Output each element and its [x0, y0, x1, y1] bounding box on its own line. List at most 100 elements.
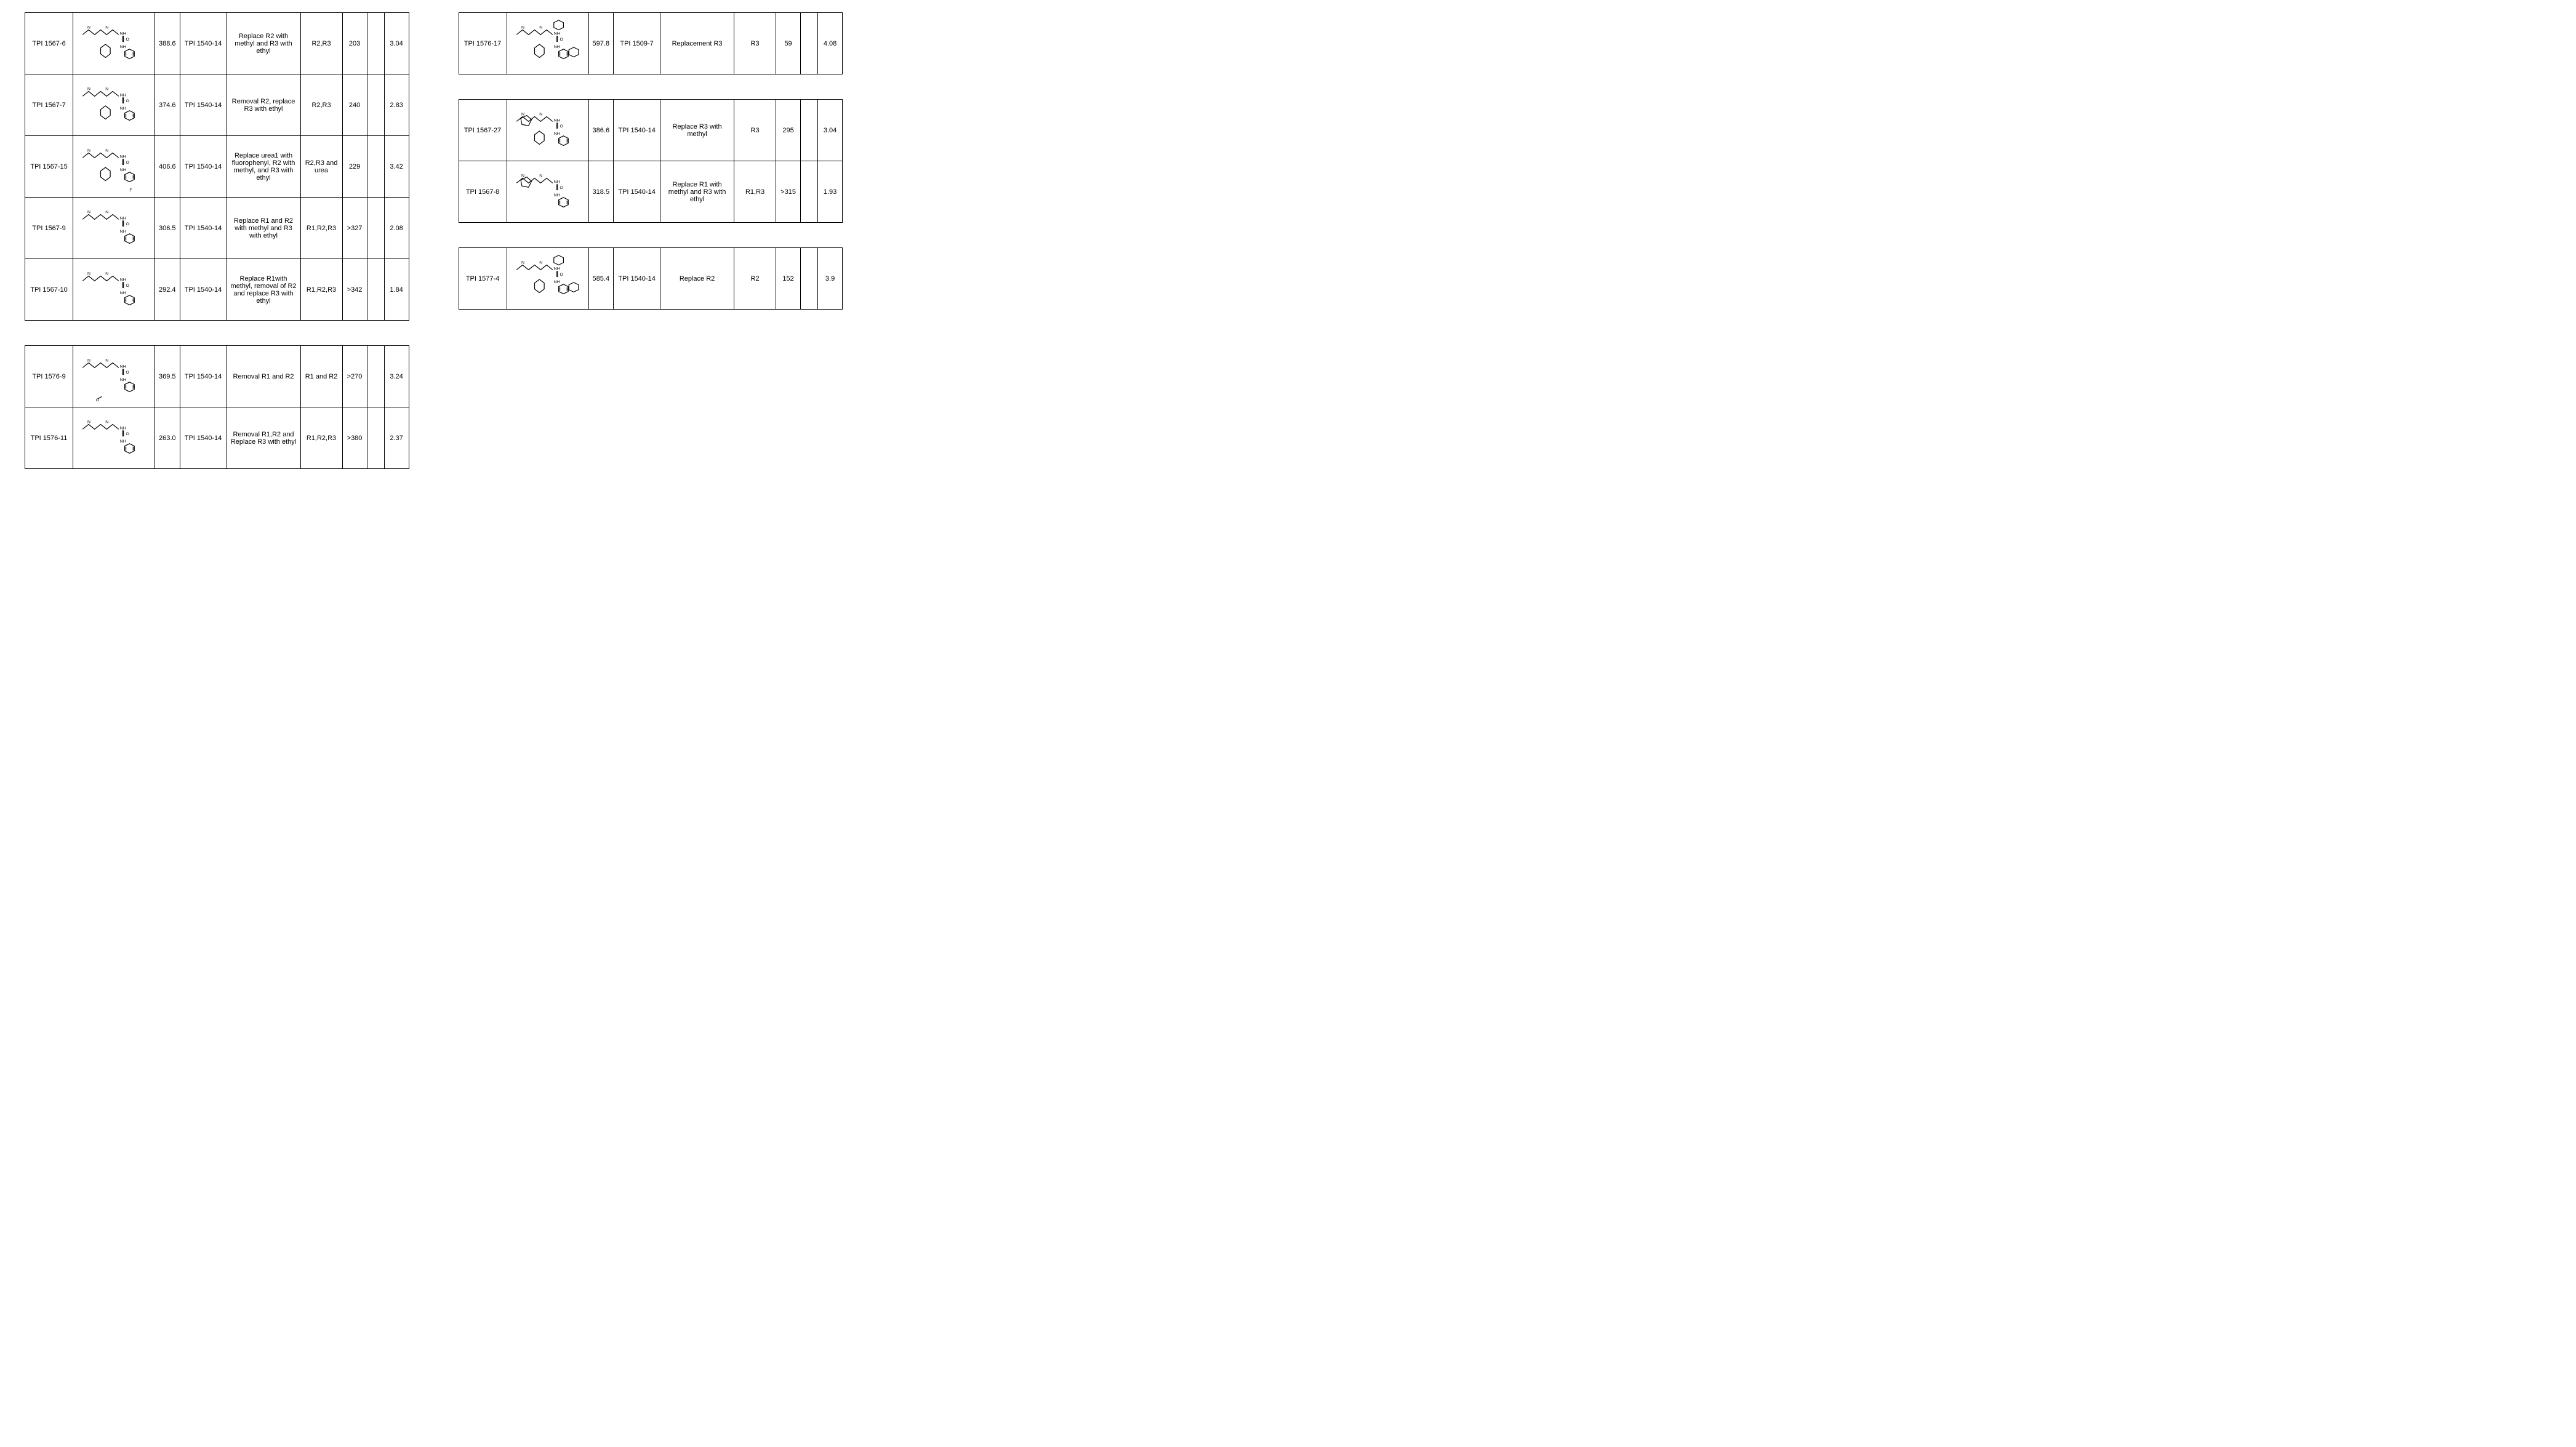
reference-id: TPI 1540-14 [180, 136, 227, 198]
table-left-0: TPI 1567-6 N N NH O NH 388.6TPI 1540-14R… [25, 12, 409, 321]
description: Replace R2 [660, 248, 734, 310]
table-right-2: TPI 1577-4 N N NH O NH 585.4TPI 1540-14R… [459, 247, 843, 310]
value-1: 152 [776, 248, 801, 310]
value-2: 3.24 [384, 346, 409, 407]
compound-id: TPI 1567-9 [25, 198, 73, 259]
molecular-weight: 597.8 [588, 13, 614, 74]
blank-cell [801, 248, 818, 310]
structure-icon: N N NH O NH [511, 103, 585, 158]
blank-cell [367, 407, 384, 469]
value-1: 203 [342, 13, 367, 74]
table-row: TPI 1576-11 N N NH O NH 263.0TPI 1540-14… [25, 407, 409, 469]
svg-text:NH: NH [120, 216, 126, 220]
svg-text:O: O [126, 371, 129, 375]
table-row: TPI 1577-4 N N NH O NH 585.4TPI 1540-14R… [459, 248, 843, 310]
value-2: 3.9 [818, 248, 843, 310]
reference-id: TPI 1540-14 [180, 13, 227, 74]
left-column: TPI 1567-6 N N NH O NH 388.6TPI 1540-14R… [25, 12, 409, 469]
value-2: 2.83 [384, 74, 409, 136]
svg-text:NH: NH [553, 118, 560, 122]
svg-text:NH: NH [553, 44, 560, 49]
structure-cell: N N NH O NH F [73, 136, 155, 198]
description: Replacement R3 [660, 13, 734, 74]
reference-id: TPI 1540-14 [614, 161, 660, 223]
svg-text:O: O [560, 38, 563, 42]
blank-cell [367, 13, 384, 74]
svg-text:N: N [87, 87, 90, 91]
reference-id: TPI 1540-14 [180, 346, 227, 407]
svg-text:O: O [560, 273, 563, 277]
structure-icon: N N NH O NH [511, 164, 585, 220]
svg-text:NH: NH [553, 180, 560, 184]
molecular-weight: 292.4 [155, 259, 180, 321]
svg-text:N: N [87, 210, 90, 214]
table-row: TPI 1576-17 N N NH O NH 597.8TPI 1509-7R… [459, 13, 843, 74]
svg-text:N: N [105, 271, 108, 276]
structure-cell: N N NH O NH [73, 407, 155, 469]
description: Replace R1 and R2 with methyl and R3 wit… [227, 198, 300, 259]
svg-text:N: N [87, 148, 90, 153]
svg-text:O: O [126, 284, 129, 288]
r-groups: R2 [734, 248, 776, 310]
svg-text:N: N [105, 25, 108, 30]
value-1: 229 [342, 136, 367, 198]
tbody: TPI 1576-9 N N NH O NH O 369.5TPI 1540-1… [25, 346, 409, 469]
page: TPI 1567-6 N N NH O NH 388.6TPI 1540-14R… [0, 0, 2576, 481]
svg-text:NH: NH [120, 229, 126, 233]
compound-id: TPI 1567-6 [25, 13, 73, 74]
value-2: 3.42 [384, 136, 409, 198]
svg-text:NH: NH [120, 31, 126, 36]
svg-text:O: O [126, 432, 129, 436]
svg-text:N: N [105, 210, 108, 214]
value-1: 59 [776, 13, 801, 74]
r-groups: R1,R2,R3 [300, 259, 342, 321]
svg-text:N: N [105, 87, 108, 91]
table-right-1: TPI 1567-27 N N NH O NH 386.6TPI 1540-14… [459, 99, 843, 223]
svg-text:N: N [87, 25, 90, 30]
molecular-weight: 369.5 [155, 346, 180, 407]
structure-cell: N N NH O NH [73, 13, 155, 74]
molecular-weight: 406.6 [155, 136, 180, 198]
svg-text:NH: NH [120, 167, 126, 172]
table-row: TPI 1567-27 N N NH O NH 386.6TPI 1540-14… [459, 100, 843, 161]
value-2: 3.04 [384, 13, 409, 74]
blank-cell [801, 13, 818, 74]
svg-text:N: N [87, 271, 90, 276]
svg-text:NH: NH [553, 279, 560, 284]
r-groups: R3 [734, 13, 776, 74]
structure-icon: N N NH O NH [77, 78, 151, 133]
svg-text:N: N [521, 174, 524, 178]
value-2: 3.04 [818, 100, 843, 161]
molecular-weight: 374.6 [155, 74, 180, 136]
structure-cell: N N NH O NH O [73, 346, 155, 407]
value-1: >315 [776, 161, 801, 223]
structure-cell: N N NH O NH [507, 13, 588, 74]
svg-text:N: N [87, 358, 90, 363]
svg-text:N: N [539, 25, 542, 30]
blank-cell [801, 100, 818, 161]
molecular-weight: 263.0 [155, 407, 180, 469]
reference-id: TPI 1509-7 [614, 13, 660, 74]
compound-id: TPI 1567-7 [25, 74, 73, 136]
description: Replace R2 with methyl and R3 with ethyl [227, 13, 300, 74]
value-1: 295 [776, 100, 801, 161]
reference-id: TPI 1540-14 [614, 248, 660, 310]
compound-id: TPI 1567-15 [25, 136, 73, 198]
svg-text:NH: NH [120, 426, 126, 430]
svg-text:O: O [96, 398, 99, 403]
value-1: >380 [342, 407, 367, 469]
structure-icon: N N NH O NH [77, 201, 151, 256]
structure-icon: N N NH O NH [77, 411, 151, 466]
table-row: TPI 1567-7 N N NH O NH 374.6TPI 1540-14R… [25, 74, 409, 136]
svg-text:NH: NH [553, 193, 560, 197]
reference-id: TPI 1540-14 [180, 407, 227, 469]
molecular-weight: 318.5 [588, 161, 614, 223]
svg-text:NH: NH [120, 291, 126, 295]
blank-cell [367, 74, 384, 136]
r-groups: R1,R2,R3 [300, 198, 342, 259]
molecular-weight: 585.4 [588, 248, 614, 310]
r-groups: R1,R3 [734, 161, 776, 223]
svg-text:N: N [539, 260, 542, 265]
value-2: 1.84 [384, 259, 409, 321]
svg-text:NH: NH [553, 131, 560, 135]
